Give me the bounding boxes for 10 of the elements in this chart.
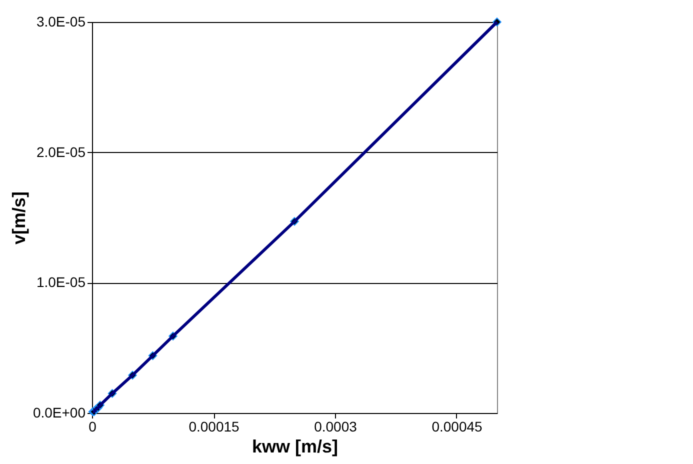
y-tick-label: 3.0E-05 [36,14,86,30]
x-tick-label: 0.00045 [432,418,483,434]
y-tick-label: 2.0E-05 [36,144,86,160]
y-tick-label: 0.0E+00 [32,404,86,420]
y-tick-label: 1.0E-05 [36,274,86,290]
y-axis-title: v[m/s] [8,191,29,245]
x-axis-title: kww [m/s] [252,436,338,456]
x-tick-label: 0.00015 [188,418,240,434]
x-tick-label: 0 [88,418,97,434]
x-tick-label: 0.0003 [314,418,358,434]
